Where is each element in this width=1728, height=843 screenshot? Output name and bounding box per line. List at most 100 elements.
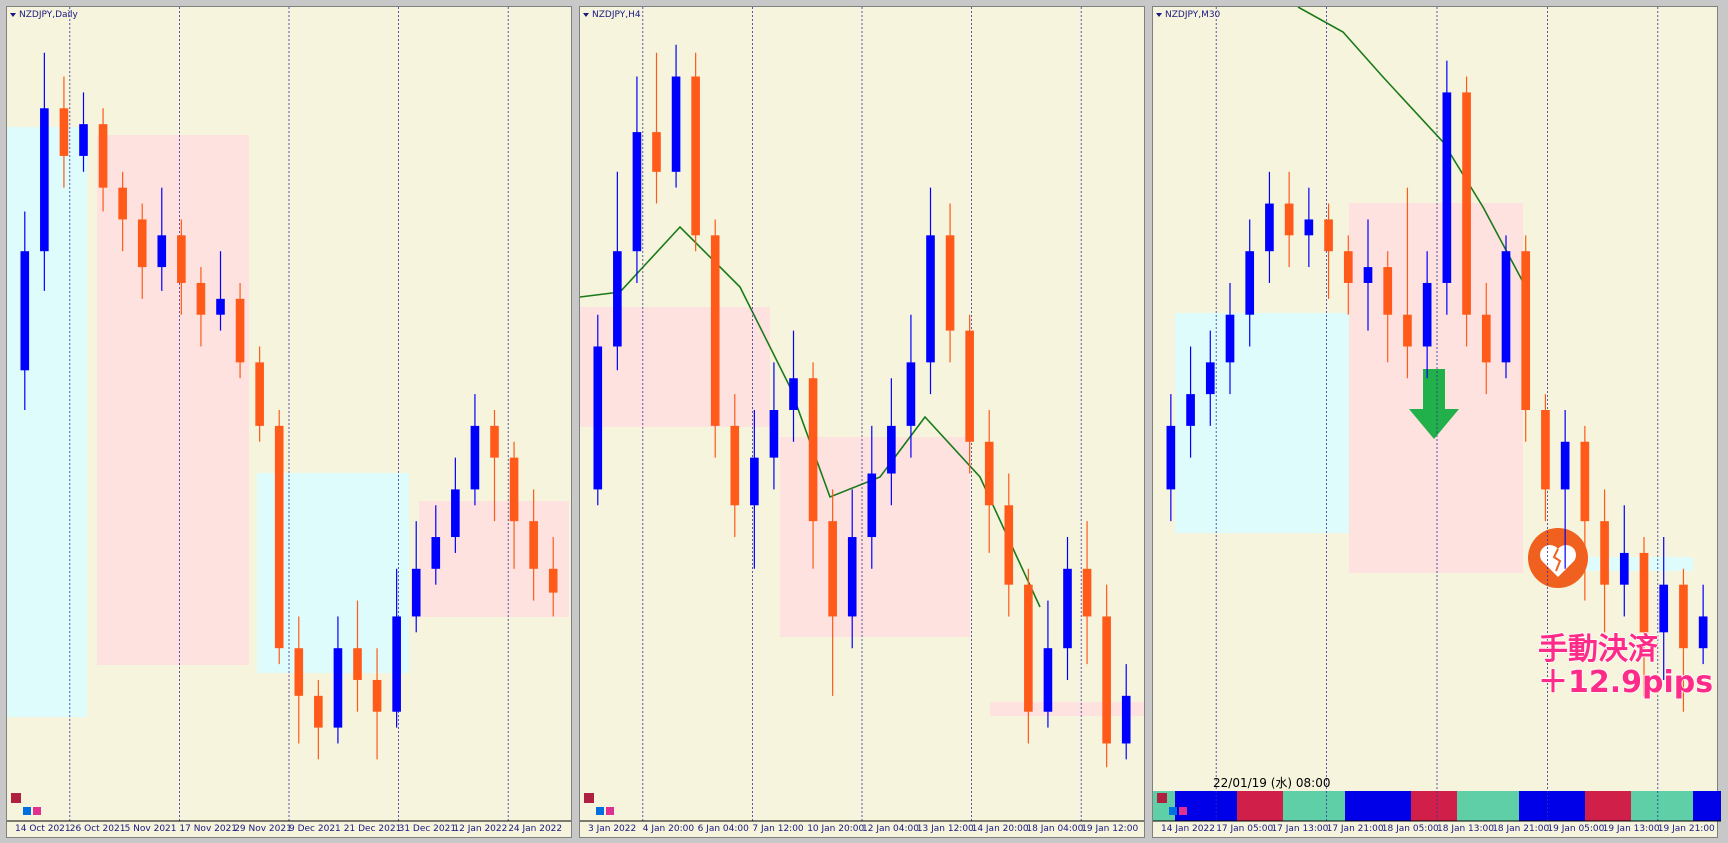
toolbar-icon <box>11 793 21 803</box>
candle-body <box>1043 648 1053 712</box>
x-tick-label: 7 Jan 12:00 <box>752 824 804 834</box>
candle-body <box>965 330 974 442</box>
candle-body <box>1639 552 1649 633</box>
x-tick-label: 17 Jan 05:00 <box>1216 824 1273 834</box>
candle-body <box>1541 410 1550 490</box>
candle-body <box>1462 92 1471 315</box>
candle-body <box>1521 251 1531 410</box>
x-tick-label: 6 Jan 04:00 <box>698 824 750 834</box>
candle-body <box>613 251 622 347</box>
candle-body <box>59 108 69 156</box>
x-tick-label: 19 Jan 21:00 <box>1658 824 1715 834</box>
candle-body <box>1481 314 1491 363</box>
x-tick-label: 31 Dec 2021 <box>399 824 457 834</box>
zone <box>1573 557 1693 571</box>
candle-body <box>710 235 720 426</box>
candle-body <box>353 648 362 680</box>
candle-body <box>1284 203 1294 236</box>
candle-body <box>906 362 916 426</box>
x-tick-label: 19 Jan 05:00 <box>1547 824 1604 834</box>
x-tick-label: 3 Jan 2022 <box>588 824 636 834</box>
candle-body <box>1245 251 1255 315</box>
candle-body <box>451 489 460 538</box>
candle-body <box>196 282 206 315</box>
down-arrow <box>1409 369 1459 439</box>
toolbar-icon <box>33 807 41 815</box>
candle-body <box>431 537 441 569</box>
candle-body <box>945 235 955 331</box>
candle-body <box>1265 203 1274 252</box>
candle-body <box>1102 616 1111 744</box>
heart-crack <box>1552 548 1562 572</box>
candle-body <box>1600 521 1609 585</box>
candle-body <box>1422 282 1432 347</box>
candle-body <box>392 616 401 712</box>
candle-body <box>1560 441 1570 490</box>
x-tick-label: 21 Dec 2021 <box>344 824 402 834</box>
x-tick-label: 24 Jan 2022 <box>508 824 562 834</box>
candle-body <box>490 425 499 458</box>
candle-body <box>926 235 935 363</box>
candle-body <box>1659 584 1669 633</box>
candle-body <box>137 219 147 268</box>
candle-body <box>1082 568 1092 617</box>
x-tick-label: 9 Dec 2021 <box>289 824 341 834</box>
x-tick-label: 19 Jan 12:00 <box>1081 824 1138 834</box>
candle-body <box>509 457 519 522</box>
zone <box>580 307 770 427</box>
candle-body <box>372 679 382 712</box>
broken-heart <box>1540 545 1576 577</box>
x-tick-label: 18 Jan 13:00 <box>1437 824 1494 834</box>
candle-body <box>1679 584 1688 649</box>
candle-body <box>789 378 798 410</box>
x-tick-label: 12 Jan 04:00 <box>862 824 919 834</box>
x-tick-label: 10 Jan 20:00 <box>807 824 864 834</box>
candle-body <box>235 298 245 363</box>
cursor-label: 22/01/19 (水) 08:00 <box>1213 776 1330 790</box>
candle-body <box>887 425 896 474</box>
candle-body <box>1442 92 1452 283</box>
x-tick-label: 12 Jan 2022 <box>453 824 507 834</box>
candle-body <box>98 124 108 188</box>
x-tick-label: 14 Jan 2022 <box>1161 824 1215 834</box>
x-tick-label: 5 Nov 2021 <box>125 824 177 834</box>
toolbar-icon <box>584 793 594 803</box>
candle-body <box>632 132 642 252</box>
candle-body <box>1324 219 1333 252</box>
chart-window[interactable]: NZDJPY,H4 3 Jan 2022 4 Jan 20:00 6 Jan 04:0… <box>579 6 1145 838</box>
candle-body <box>411 568 421 617</box>
chart-title: NZDJPY,M30 <box>1165 10 1221 20</box>
candle-body <box>1205 362 1215 395</box>
candle-body <box>1004 505 1014 585</box>
candle-body <box>808 378 818 522</box>
title-marker <box>583 13 589 17</box>
candle-body <box>1343 251 1353 283</box>
toolbar-icon <box>1169 807 1177 815</box>
candle-body <box>1186 394 1195 426</box>
candle-body <box>1121 695 1131 744</box>
candle-body <box>1698 616 1708 649</box>
candle-body <box>1619 552 1629 585</box>
candle-body <box>1166 425 1176 490</box>
candle-body <box>1363 267 1373 283</box>
candle-body <box>671 76 681 172</box>
candle-body <box>593 346 603 490</box>
x-tick-label: 26 Oct 2021 <box>70 824 126 834</box>
chart: NZDJPY,Daily 14 Oct 2021 26 Oct 2021 5 Nov … <box>7 7 571 834</box>
candle-body <box>529 521 538 569</box>
candle-body <box>118 187 127 220</box>
toolbar-icon <box>606 807 614 815</box>
candle-body <box>1580 441 1590 522</box>
candle-body <box>828 521 837 617</box>
candle-body <box>730 425 740 506</box>
chart-window[interactable]: NZDJPY,M30 14 Jan 2022 17 Jan 05:00 17 Jan … <box>1152 6 1721 838</box>
candle-body <box>1383 267 1393 315</box>
x-tick-label: 14 Jan 20:00 <box>972 824 1029 834</box>
toolbar-icon <box>23 807 31 815</box>
candle-body <box>1403 314 1412 347</box>
chart-window[interactable]: NZDJPY,Daily 14 Oct 2021 26 Oct 2021 5 Nov … <box>6 6 572 838</box>
moving-average <box>1297 6 1524 283</box>
candle-body <box>20 251 30 371</box>
